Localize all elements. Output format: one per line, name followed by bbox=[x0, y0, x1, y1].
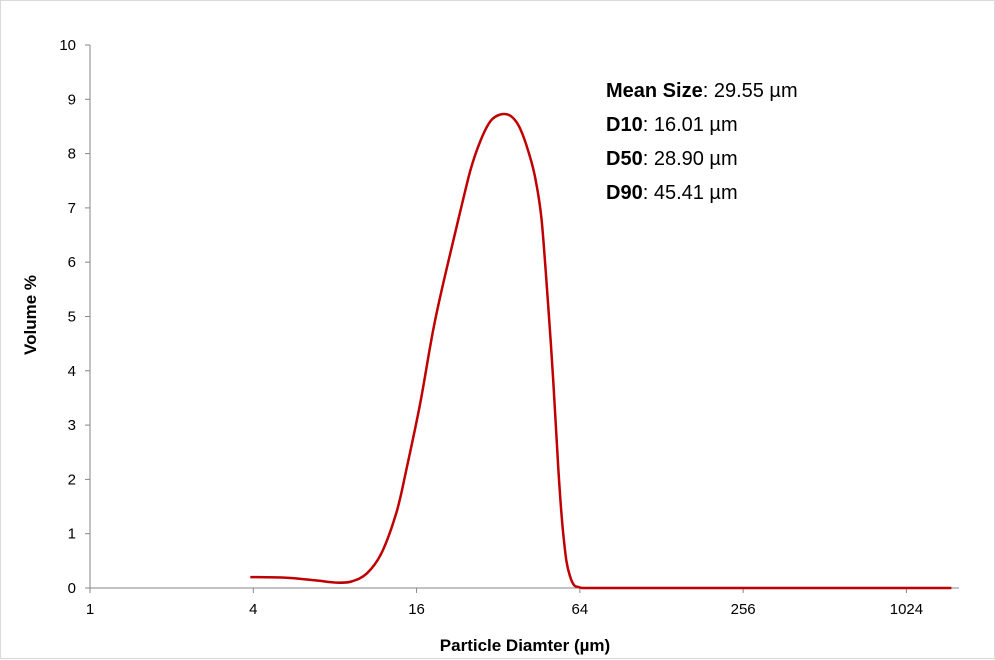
stat-d50: D50: 28.90 µm bbox=[606, 148, 738, 170]
stat-d10-value: : 16.01 µm bbox=[643, 114, 738, 136]
stat-mean-size-key: Mean Size bbox=[606, 80, 703, 102]
stat-d90: D90: 45.41 µm bbox=[606, 182, 738, 204]
y-tick-label: 7 bbox=[68, 200, 76, 217]
stat-mean-size-value: : 29.55 µm bbox=[703, 80, 798, 102]
axes bbox=[85, 44, 959, 593]
x-tick-labels: 1 4 16 64 256 1024 bbox=[86, 601, 923, 618]
y-tick-label: 8 bbox=[68, 146, 76, 163]
y-axis-title: Volume % bbox=[21, 275, 40, 355]
y-tick-label: 1 bbox=[68, 526, 76, 543]
x-tick-label: 1024 bbox=[890, 601, 923, 618]
stat-mean-size: Mean Size: 29.55 µm bbox=[606, 80, 798, 102]
y-tick-label: 0 bbox=[68, 580, 76, 597]
stat-d10: D10: 16.01 µm bbox=[606, 114, 738, 136]
x-tick-label: 256 bbox=[731, 601, 756, 618]
x-tick-label: 4 bbox=[249, 601, 257, 618]
series-layer bbox=[250, 112, 952, 590]
y-tick-label: 2 bbox=[68, 471, 76, 488]
stat-d10-key: D10 bbox=[606, 114, 643, 136]
statistics-annotation: Mean Size: 29.55 µm D10: 16.01 µm D50: 2… bbox=[606, 80, 798, 204]
x-tick-label: 64 bbox=[572, 601, 589, 618]
y-tick-label: 4 bbox=[68, 363, 76, 380]
stat-d90-value: : 45.41 µm bbox=[643, 182, 738, 204]
y-tick-label: 3 bbox=[68, 417, 76, 434]
y-tick-label: 6 bbox=[68, 254, 76, 271]
y-tick-label: 5 bbox=[68, 309, 76, 326]
stat-d90-key: D90 bbox=[606, 182, 643, 204]
series-line-volume bbox=[250, 112, 952, 590]
stat-d50-key: D50 bbox=[606, 148, 643, 170]
x-axis-title: Particle Diamter (µm) bbox=[440, 636, 610, 655]
y-tick-labels: 0 1 2 3 4 5 6 7 8 9 10 bbox=[59, 37, 76, 597]
x-tick-label: 1 bbox=[86, 601, 94, 618]
y-tick-label: 10 bbox=[59, 37, 76, 54]
stat-d50-value: : 28.90 µm bbox=[643, 148, 738, 170]
y-tick-label: 9 bbox=[68, 91, 76, 108]
x-tick-label: 16 bbox=[408, 601, 425, 618]
